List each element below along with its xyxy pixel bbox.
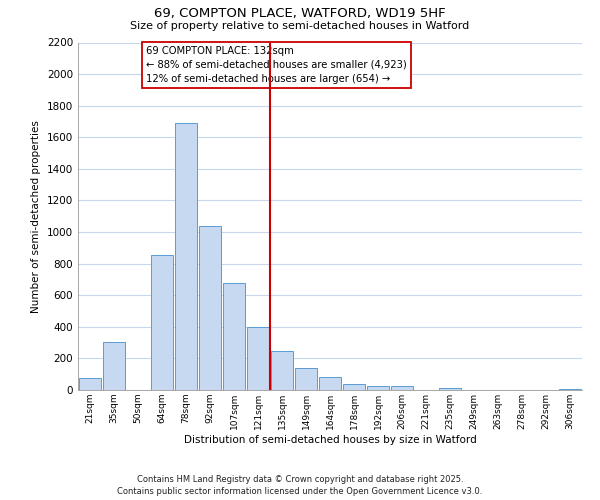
Bar (295, 368, 317, 390)
Bar (223, 284, 245, 390)
Bar (439, 388, 461, 390)
Bar (271, 352, 293, 390)
Bar (559, 389, 581, 390)
Bar (391, 386, 413, 390)
X-axis label: Distribution of semi-detached houses by size in Watford: Distribution of semi-detached houses by … (184, 434, 476, 444)
Text: 69, COMPTON PLACE, WATFORD, WD19 5HF: 69, COMPTON PLACE, WATFORD, WD19 5HF (154, 8, 446, 20)
Text: Size of property relative to semi-detached houses in Watford: Size of property relative to semi-detach… (130, 21, 470, 31)
Text: Contains HM Land Registry data © Crown copyright and database right 2025.
Contai: Contains HM Land Registry data © Crown c… (118, 474, 482, 496)
Bar (319, 378, 341, 390)
Y-axis label: Number of semi-detached properties: Number of semi-detached properties (31, 120, 41, 312)
Text: 69 COMPTON PLACE: 132sqm
← 88% of semi-detached houses are smaller (4,923)
12% o: 69 COMPTON PLACE: 132sqm ← 88% of semi-d… (146, 46, 407, 84)
Bar (367, 386, 389, 390)
Bar (79, 378, 101, 390)
Bar (175, 123, 197, 390)
Bar (199, 226, 221, 390)
Bar (247, 327, 269, 390)
Bar (151, 255, 173, 390)
Bar (103, 342, 125, 390)
Bar (343, 384, 365, 390)
